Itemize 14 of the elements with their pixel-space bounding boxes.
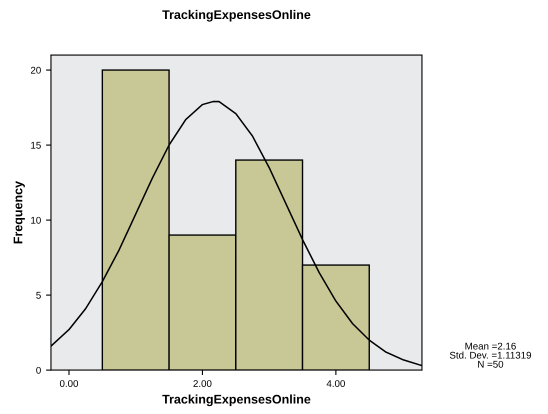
text: N =50 xyxy=(478,360,504,368)
y-tick-label: 20 xyxy=(30,66,41,74)
text: Mean =2.16 xyxy=(465,342,516,350)
x-tick-label: 2.00 xyxy=(193,380,212,387)
x-tick-label: 0.00 xyxy=(60,380,78,387)
chart-title: TrackingExpensesOnline xyxy=(162,10,310,22)
x-tick-label: 4.00 xyxy=(326,380,345,387)
y-tick-label: 5 xyxy=(36,292,41,299)
y-axis-title: Frequency xyxy=(14,181,25,244)
y-tick-label: 15 xyxy=(31,142,41,149)
y-tick-label: 10 xyxy=(31,216,41,224)
y-tick-label: 0 xyxy=(36,366,41,374)
x-axis-title: TrackingExpensesOnline xyxy=(162,394,310,406)
text: Std. Dev. =1.11319 xyxy=(450,352,532,359)
